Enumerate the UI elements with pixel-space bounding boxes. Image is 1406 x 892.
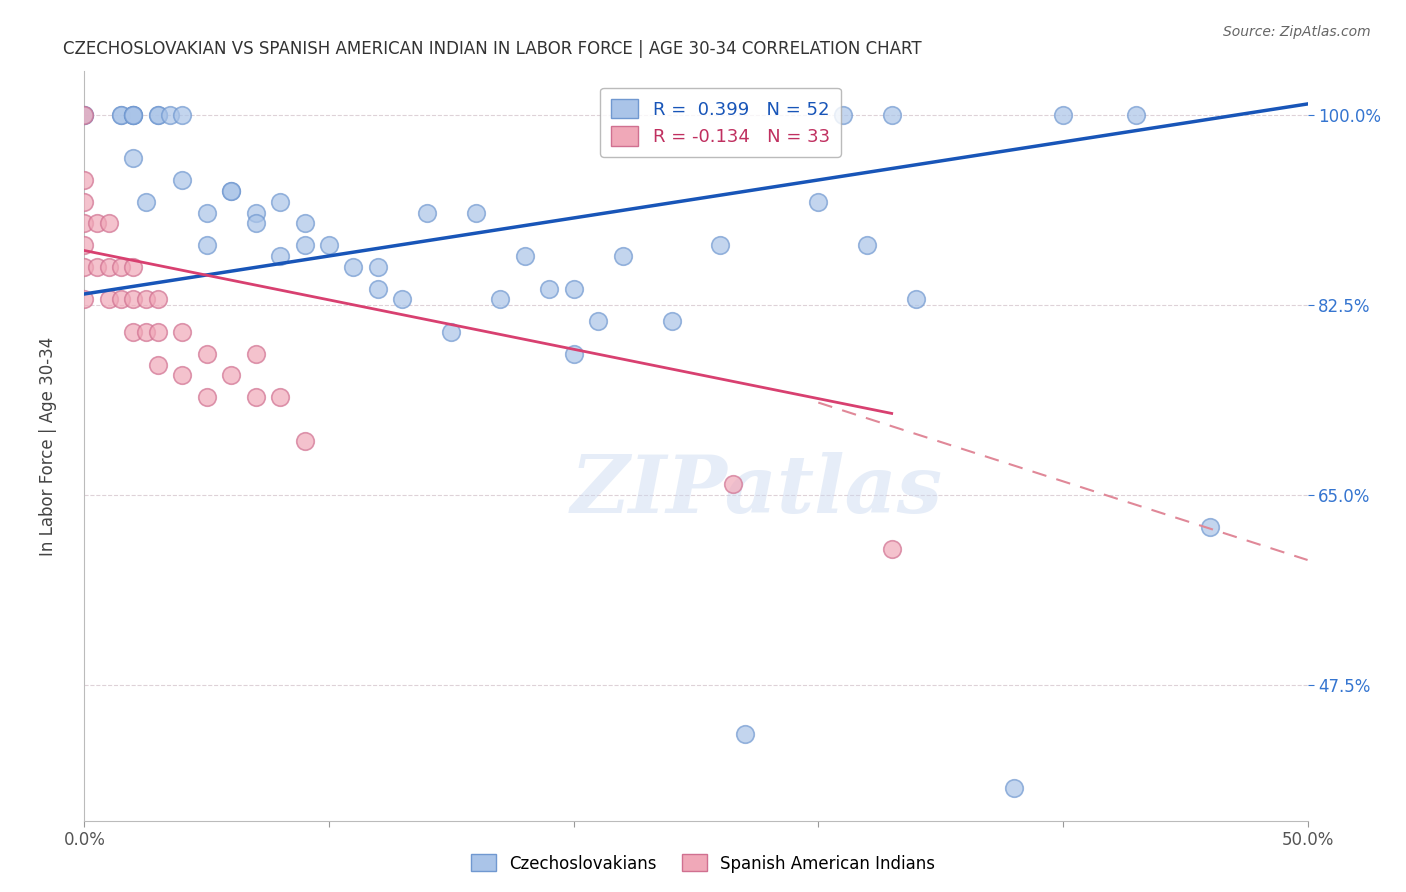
Point bbox=[122, 108, 145, 122]
Legend: R =  0.399   N = 52, R = -0.134   N = 33: R = 0.399 N = 52, R = -0.134 N = 33 bbox=[600, 88, 841, 157]
Point bbox=[122, 151, 145, 165]
Point bbox=[159, 108, 181, 122]
Point bbox=[1052, 108, 1074, 122]
Point bbox=[245, 347, 267, 361]
Point bbox=[73, 238, 96, 252]
Point bbox=[97, 260, 120, 274]
Point bbox=[734, 727, 756, 741]
Point bbox=[342, 260, 364, 274]
Point bbox=[110, 108, 132, 122]
Point bbox=[195, 347, 218, 361]
Point bbox=[513, 249, 536, 263]
Point bbox=[86, 260, 108, 274]
Point bbox=[146, 108, 169, 122]
Point bbox=[135, 325, 157, 339]
Point bbox=[219, 184, 242, 198]
Point bbox=[86, 216, 108, 230]
Point bbox=[73, 173, 96, 187]
Point bbox=[172, 368, 194, 383]
Point bbox=[172, 108, 194, 122]
Point bbox=[122, 108, 145, 122]
Point bbox=[831, 108, 853, 122]
Point bbox=[538, 281, 561, 295]
Point bbox=[269, 194, 291, 209]
Point bbox=[110, 293, 132, 307]
Point bbox=[146, 325, 169, 339]
Point bbox=[110, 108, 132, 122]
Point bbox=[294, 434, 316, 448]
Point bbox=[416, 205, 439, 219]
Point bbox=[135, 293, 157, 307]
Point bbox=[1002, 780, 1025, 795]
Point bbox=[905, 293, 928, 307]
Point bbox=[1198, 520, 1220, 534]
Point bbox=[586, 314, 609, 328]
Point bbox=[269, 390, 291, 404]
Point bbox=[440, 325, 463, 339]
Point bbox=[122, 108, 145, 122]
Point bbox=[219, 368, 242, 383]
Point bbox=[367, 281, 389, 295]
Point bbox=[269, 249, 291, 263]
Point bbox=[721, 477, 744, 491]
Text: Source: ZipAtlas.com: Source: ZipAtlas.com bbox=[1223, 25, 1371, 39]
Point bbox=[562, 281, 585, 295]
Point bbox=[73, 293, 96, 307]
Point bbox=[245, 216, 267, 230]
Point bbox=[880, 542, 903, 557]
Point bbox=[318, 238, 340, 252]
Point bbox=[294, 216, 316, 230]
Point bbox=[807, 194, 830, 209]
Point bbox=[97, 216, 120, 230]
Point bbox=[245, 205, 267, 219]
Point bbox=[146, 358, 169, 372]
Point bbox=[489, 293, 512, 307]
Point bbox=[367, 260, 389, 274]
Point bbox=[709, 238, 731, 252]
Point bbox=[122, 260, 145, 274]
Point bbox=[195, 205, 218, 219]
Point bbox=[73, 216, 96, 230]
Point bbox=[73, 108, 96, 122]
Point bbox=[195, 238, 218, 252]
Point bbox=[135, 194, 157, 209]
Point bbox=[245, 390, 267, 404]
Point bbox=[122, 108, 145, 122]
Point bbox=[1125, 108, 1147, 122]
Point bbox=[612, 249, 634, 263]
Point bbox=[464, 205, 486, 219]
Point bbox=[73, 108, 96, 122]
Point bbox=[73, 194, 96, 209]
Point bbox=[880, 108, 903, 122]
Point bbox=[661, 314, 683, 328]
Text: CZECHOSLOVAKIAN VS SPANISH AMERICAN INDIAN IN LABOR FORCE | AGE 30-34 CORRELATIO: CZECHOSLOVAKIAN VS SPANISH AMERICAN INDI… bbox=[63, 40, 922, 58]
Point bbox=[122, 293, 145, 307]
Point bbox=[122, 325, 145, 339]
Point bbox=[562, 347, 585, 361]
Point bbox=[146, 293, 169, 307]
Legend: Czechoslovakians, Spanish American Indians: Czechoslovakians, Spanish American India… bbox=[464, 847, 942, 880]
Point bbox=[294, 238, 316, 252]
Point bbox=[391, 293, 413, 307]
Point bbox=[172, 325, 194, 339]
Point bbox=[73, 108, 96, 122]
Point bbox=[146, 108, 169, 122]
Point bbox=[97, 293, 120, 307]
Text: In Labor Force | Age 30-34: In Labor Force | Age 30-34 bbox=[39, 336, 58, 556]
Point bbox=[195, 390, 218, 404]
Point bbox=[172, 173, 194, 187]
Point bbox=[73, 260, 96, 274]
Point bbox=[219, 184, 242, 198]
Text: ZIPatlas: ZIPatlas bbox=[571, 452, 943, 530]
Point bbox=[110, 260, 132, 274]
Point bbox=[856, 238, 879, 252]
